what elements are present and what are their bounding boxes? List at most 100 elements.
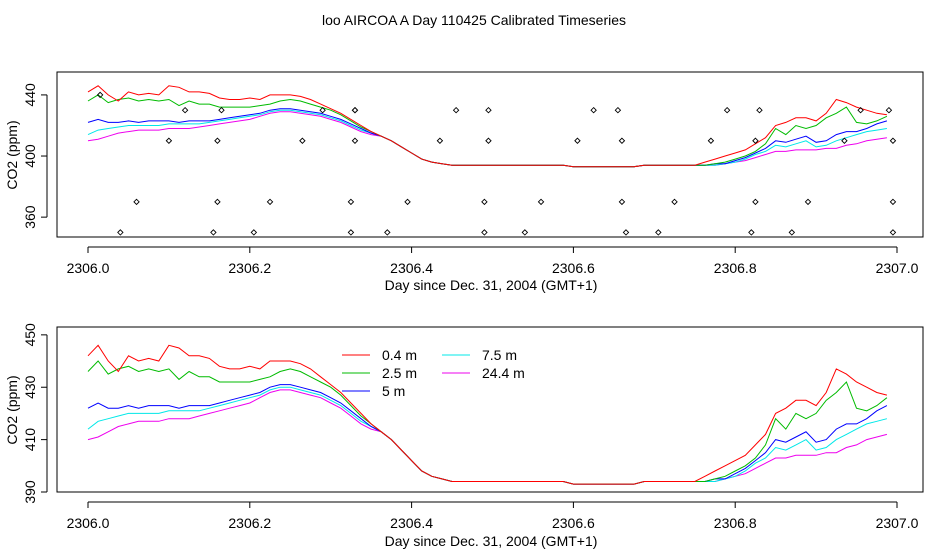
diagnostic-point <box>214 137 221 144</box>
diagnostic-point <box>521 229 529 236</box>
diagnostic-point <box>266 198 274 206</box>
diagnostic-point <box>96 91 104 99</box>
x-axis <box>87 246 898 253</box>
x-tick-label: 2306.4 <box>390 260 433 276</box>
x-tick-label: 2307.0 <box>876 260 919 276</box>
x-tick-label: 2306.0 <box>67 515 110 531</box>
series-line-7-5-m <box>87 109 887 168</box>
diagnostic-point <box>857 106 864 114</box>
x-tick-label: 2306.8 <box>714 260 757 276</box>
chart-panel-2: Day since Dec. 31, 2004 (GMT+1) CO2 (ppm… <box>4 323 924 549</box>
diagnostic-point <box>481 229 488 236</box>
diagnostic-point <box>804 198 812 206</box>
diagnostic-point <box>590 106 597 114</box>
y-tick-label: 440 <box>22 83 38 107</box>
x-axis-label: Day since Dec. 31, 2004 (GMT+1) <box>385 277 598 293</box>
diagnostic-point <box>889 198 897 206</box>
diagnostic-point <box>752 137 759 144</box>
diagnostic-point <box>671 198 678 206</box>
diagnostic-point <box>723 106 731 114</box>
legend-label-5m: 5 m <box>382 383 405 399</box>
chart-title: loo AIRCOA A Day 110425 Calibrated Times… <box>322 12 626 28</box>
diagnostic-point <box>404 198 411 206</box>
series-line-24-4-m <box>87 389 888 485</box>
diagnostic-point <box>165 137 173 144</box>
x-tick-label: 2306.0 <box>67 260 110 276</box>
series-lines <box>87 344 888 485</box>
diagnostic-point <box>756 106 763 114</box>
diagnostic-point <box>452 106 460 114</box>
diagnostic-point <box>788 229 796 236</box>
diagnostic-point <box>214 198 221 206</box>
diagnostic-point <box>889 137 897 144</box>
diagnostic-point <box>117 229 124 236</box>
series-line-5-m <box>87 384 888 485</box>
diagnostic-point <box>181 106 189 114</box>
diagnostic-point <box>841 137 848 144</box>
x-tick-label: 2306.2 <box>228 260 271 276</box>
y-axis-ticks: 360 400 440 <box>22 83 38 229</box>
diagnostic-point <box>752 198 759 206</box>
x-tick-label: 2306.4 <box>390 515 433 531</box>
x-tick-label: 2306.6 <box>552 515 595 531</box>
y-tick-label: 450 <box>22 323 38 347</box>
diagnostic-point <box>133 198 140 206</box>
diagnostic-point <box>218 106 225 114</box>
diagnostic-point <box>347 198 355 206</box>
x-axis-ticks: 2306.0 2306.2 2306.4 2306.6 2306.8 2307.… <box>67 260 919 276</box>
diagnostic-point <box>618 137 626 144</box>
x-axis <box>87 501 898 508</box>
diagnostic-point <box>347 229 355 236</box>
y-axis <box>41 334 48 493</box>
y-axis-label: CO2 (ppm) <box>4 375 20 444</box>
series-line-0-4-m <box>87 344 888 485</box>
legend-label-24-4m: 24.4 m <box>482 365 525 381</box>
diagnostic-point <box>436 137 444 144</box>
legend-label-0-4m: 0.4 m <box>382 347 417 363</box>
diagnostic-point <box>748 229 755 236</box>
x-tick-label: 2306.2 <box>228 515 271 531</box>
series-lines <box>87 85 897 236</box>
diagnostic-markers <box>96 91 897 236</box>
diagnostic-point <box>574 137 581 144</box>
diagnostic-point <box>889 229 897 236</box>
series-line-2-5-m <box>87 94 888 168</box>
x-tick-label: 2306.6 <box>552 260 595 276</box>
series-line-5-m <box>87 108 888 168</box>
series-line-7-5-m <box>87 386 888 485</box>
diagnostic-point <box>319 106 326 114</box>
y-tick-label: 390 <box>22 480 38 504</box>
diagnostic-point <box>351 106 359 114</box>
diagnostic-point <box>655 229 662 236</box>
chart-panel-1: Day since Dec. 31, 2004 (GMT+1) CO2 (ppm… <box>4 71 924 293</box>
x-axis-ticks: 2306.0 2306.2 2306.4 2306.6 2306.8 2307.… <box>67 515 919 531</box>
diagnostic-point <box>384 229 391 236</box>
plot-frame <box>56 71 924 238</box>
diagnostic-point <box>885 106 893 114</box>
diagnostic-point <box>707 137 715 144</box>
x-tick-label: 2307.0 <box>876 515 919 531</box>
diagnostic-point <box>622 229 630 236</box>
diagnostic-point <box>250 229 258 236</box>
y-tick-label: 430 <box>22 375 38 399</box>
legend-label-2-5m: 2.5 m <box>382 365 417 381</box>
y-axis-label: CO2 (ppm) <box>4 120 20 189</box>
diagnostic-point <box>351 137 359 144</box>
y-tick-label: 410 <box>22 428 38 452</box>
legend-label-7-5m: 7.5 m <box>482 347 517 363</box>
y-tick-label: 400 <box>22 144 38 168</box>
diagnostic-point <box>614 106 622 114</box>
x-tick-label: 2306.8 <box>714 515 757 531</box>
y-axis-ticks: 390 410 430 450 <box>22 323 38 504</box>
diagnostic-point <box>485 137 492 144</box>
diagnostic-point <box>485 106 492 114</box>
diagnostic-point <box>299 137 306 144</box>
diagnostic-point <box>618 198 626 206</box>
series-line-0-4-m <box>87 85 887 168</box>
plot-frame <box>56 326 924 493</box>
diagnostic-point <box>351 106 359 114</box>
diagnostic-point <box>481 198 488 206</box>
diagnostic-point <box>537 198 545 206</box>
y-tick-label: 360 <box>22 205 38 229</box>
